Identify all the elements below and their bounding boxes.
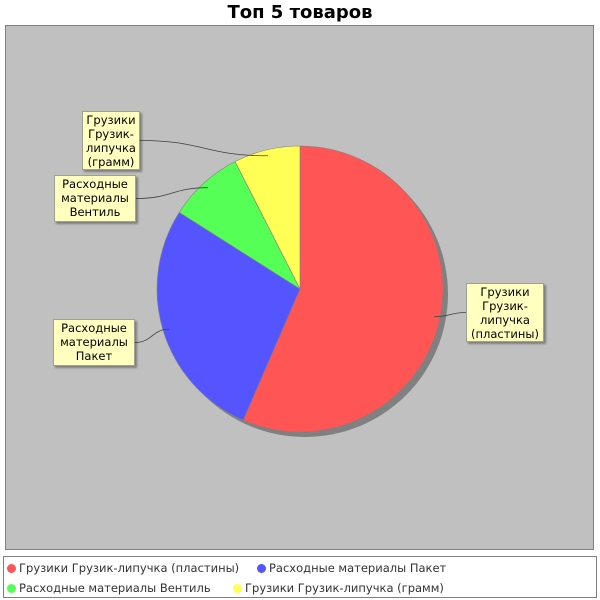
- legend-item-valve: Расходные материалы Вентиль: [7, 581, 211, 595]
- chart-title: Топ 5 товаров: [227, 2, 373, 23]
- leader-line: [139, 140, 269, 157]
- leader-line: [434, 312, 467, 318]
- slice-label-gram: Грузики Грузик- липучка (грамм): [82, 111, 140, 170]
- legend-label: Расходные материалы Вентиль: [19, 581, 211, 595]
- legend-marker: [7, 584, 16, 593]
- legend-item-gram: Грузики Грузик-липучка (грамм): [233, 581, 444, 595]
- legend-item-plates: Грузики Грузик-липучка (пластины): [7, 561, 239, 575]
- leader-line: [135, 187, 208, 199]
- leader-line: [134, 328, 170, 343]
- slice-bag: [156, 211, 301, 421]
- slice-label-bag: Расходные материалы Пакет: [53, 319, 135, 366]
- legend-label: Расходные материалы Пакет: [269, 561, 447, 575]
- legend-marker: [257, 564, 266, 573]
- legend-marker: [7, 564, 16, 573]
- slice-label-valve: Расходные материалы Вентиль: [54, 175, 136, 222]
- legend-item-bag: Расходные материалы Пакет: [257, 561, 446, 575]
- slice-plates: [242, 145, 444, 433]
- slice-label-plates: Грузики Грузик- липучка (пластины): [466, 283, 544, 342]
- legend: Грузики Грузик-липучка (пластины) Расход…: [3, 556, 597, 598]
- legend-marker: [233, 584, 242, 593]
- slice-gram: [234, 145, 301, 290]
- legend-label: Грузики Грузик-липучка (пластины): [19, 561, 240, 575]
- legend-label: Грузики Грузик-липучка (грамм): [245, 581, 444, 595]
